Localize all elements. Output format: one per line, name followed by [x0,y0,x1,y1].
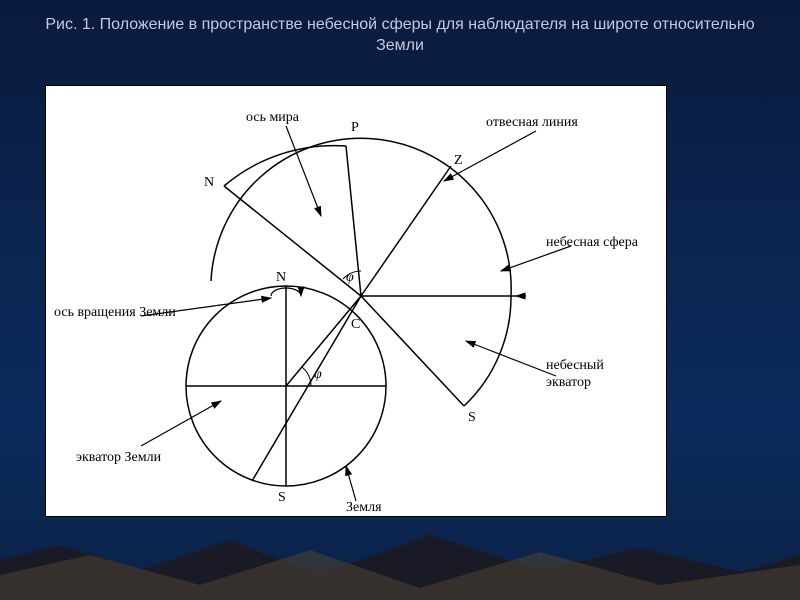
plumb-line [361,166,451,296]
observer-line [286,296,361,386]
label-N-earth: N [276,270,286,285]
label-P: Р [351,120,359,135]
mountain-silhouette [0,530,800,600]
label-C: С [351,317,360,332]
label-otvesnaya: отвесная линия [486,115,578,130]
label-Z: Z [454,153,463,168]
label-zemlya: Земля [346,500,382,515]
label-os-mira: ось мира [246,110,300,125]
label-phi2: φ [314,367,322,382]
label-nebes-ekv-2: экватор [546,375,591,390]
label-S-sphere: S [468,410,476,425]
arrow-zemlya [346,466,356,501]
radius-to-N [224,186,361,296]
label-nebes-ekv-1: небесный [546,358,604,373]
label-N-up: N [204,175,214,190]
figure-caption: Рис. 1. Положение в пространстве небесно… [0,15,800,57]
label-phi1: φ [346,270,354,285]
arrow-nebes-ekv [466,341,556,376]
diagram-panel: ось мира Р отвесная линия Z N N ось вращ… [45,85,667,517]
slide-background: Рис. 1. Положение в пространстве небесно… [0,0,800,600]
label-ekv-zemli: экватор Земли [76,450,162,465]
wedge-arc [224,146,346,186]
label-S-earth: S [278,490,286,505]
world-axis-lower [252,296,361,481]
diagram-svg: ось мира Р отвесная линия Z N N ось вращ… [46,86,666,516]
label-nebes-sfera: небесная сфера [546,235,639,250]
label-os-vrash: ось вращения Земли [54,305,176,320]
arrow-os-mira [286,126,321,216]
celestial-equator-line [361,296,464,406]
arrow-ekv-zemli [141,401,221,446]
